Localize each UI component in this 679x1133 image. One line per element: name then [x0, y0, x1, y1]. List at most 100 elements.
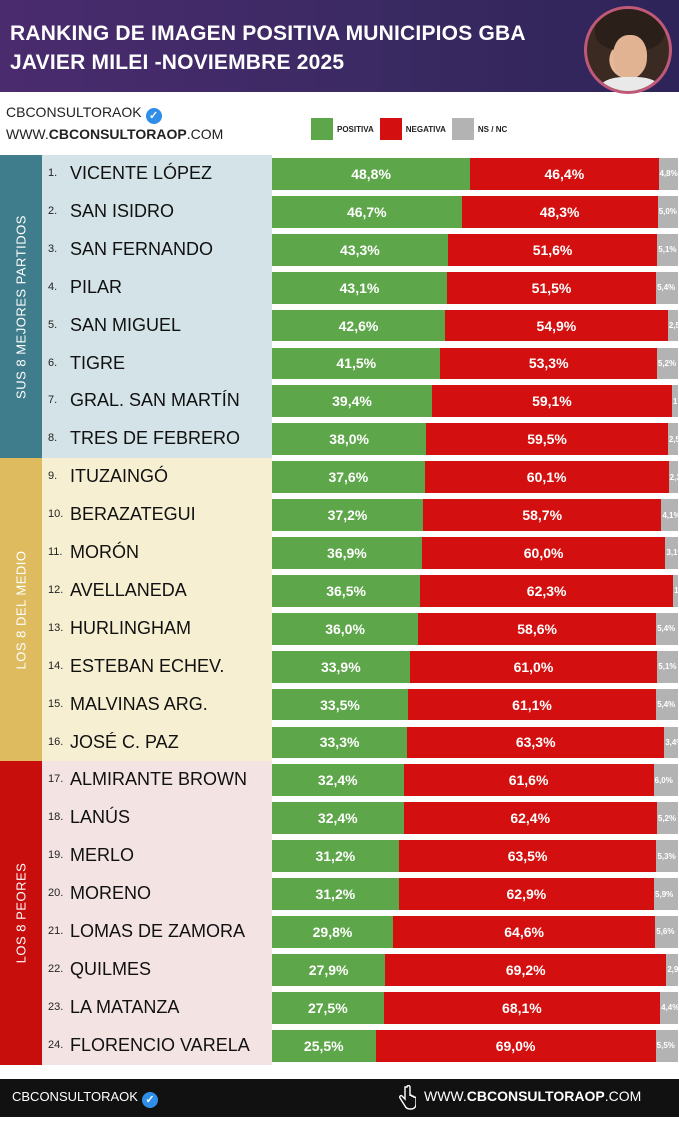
- row-rank: 3.: [48, 242, 58, 255]
- row-name: MORÓN: [70, 542, 139, 562]
- group-names-background: [42, 761, 272, 1065]
- row-rank: 15.: [48, 697, 64, 710]
- bar-positiva: 48,8%: [272, 158, 471, 190]
- legend-label-positiva: POSITIVA: [337, 124, 374, 134]
- bar-nsnc: 2,5%: [667, 309, 678, 342]
- verified-badge-icon: ✓: [145, 108, 162, 124]
- footer-handle: CBCONSULTORAOK ✓: [12, 1089, 158, 1108]
- row-name: SAN ISIDRO: [70, 200, 175, 221]
- bar-positiva: 25,5%: [272, 1029, 376, 1062]
- group-band: [0, 155, 42, 459]
- bar-positiva: 38,0%: [272, 423, 427, 456]
- row-rank: 1.: [48, 167, 58, 179]
- row-name: ESTEBAN ECHEV.: [70, 655, 225, 676]
- row-name: LOMAS DE ZAMORA: [70, 921, 246, 941]
- bar-negativa: 51,6%: [447, 233, 658, 266]
- bar-nsnc: 2,3%: [668, 461, 678, 494]
- bar-nsnc: 2,5%: [667, 423, 678, 456]
- legend-label-nsnc: NS / NC: [477, 124, 508, 134]
- brand-site-bold: CBCONSULTORAOP: [48, 126, 187, 142]
- bar-positiva: 33,3%: [272, 726, 408, 759]
- bar-negativa: 61,6%: [403, 764, 654, 797]
- footer-site-prefix: WWW.: [424, 1088, 467, 1104]
- row-rank: 13.: [48, 621, 64, 634]
- row-name: GRAL. SAN MARTÍN: [70, 390, 240, 411]
- bar-negativa: 60,1%: [424, 461, 669, 494]
- row-name: BERAZATEGUI: [70, 504, 196, 525]
- bar-negativa: 46,4%: [470, 158, 659, 190]
- bar-positiva: 33,5%: [272, 688, 408, 721]
- bar-positiva: 27,9%: [272, 953, 386, 986]
- bar-negativa: 59,5%: [426, 423, 668, 456]
- row-rank: 5.: [48, 318, 58, 331]
- bar-positiva: 37,6%: [272, 461, 425, 494]
- bar-positiva: 33,9%: [272, 650, 410, 683]
- bar-nsnc: 5,4%: [656, 688, 678, 721]
- title-line-2: JAVIER MILEI -NOVIEMBRE 2025: [10, 51, 345, 74]
- bar-nsnc: 5,5%: [655, 1029, 678, 1062]
- row-name: VICENTE LÓPEZ: [70, 163, 213, 183]
- group-label: LOS 8 PEORES: [13, 862, 29, 964]
- bar-nsnc: 5,1%: [657, 650, 678, 683]
- group-names-background: [42, 155, 272, 459]
- legend-swatch-negativa: [379, 118, 402, 140]
- bar-nsnc: 2,9%: [666, 953, 678, 986]
- row-name: LANÚS: [70, 807, 131, 828]
- bar-nsnc: 1,2%: [673, 574, 678, 607]
- row-name: TRES DE FEBRERO: [70, 428, 241, 449]
- pointer-hand-icon: [399, 1085, 416, 1110]
- bar-nsnc: 3,4%: [664, 726, 678, 759]
- row-rank: 20.: [48, 887, 64, 900]
- group-names-background: [42, 458, 272, 762]
- bar-nsnc: 3,1%: [665, 537, 678, 569]
- row-name: MERLO: [70, 845, 135, 866]
- row-rank: 11.: [48, 546, 63, 558]
- row-name: SAN FERNANDO: [70, 238, 214, 259]
- row-name: ALMIRANTE BROWN: [70, 769, 248, 790]
- row-rank: 22.: [48, 962, 64, 975]
- bar-negativa: 61,1%: [408, 688, 657, 721]
- bar-negativa: 69,2%: [385, 953, 667, 986]
- bar-negativa: 58,7%: [423, 499, 662, 531]
- bar-negativa: 68,1%: [383, 991, 661, 1024]
- bar-nsnc: 6,0%: [653, 764, 678, 797]
- bar-positiva: 36,5%: [272, 574, 421, 607]
- bar-negativa: 63,5%: [398, 840, 657, 873]
- legend-label-negativa: NEGATIVA: [405, 124, 446, 134]
- brand-site-suffix: .COM: [186, 126, 224, 142]
- row-name: ITUZAINGÓ: [70, 466, 168, 487]
- row-name: FLORENCIO VARELA: [70, 1034, 250, 1055]
- bar-nsnc: 4,1%: [661, 499, 678, 531]
- bar-negativa: 63,3%: [407, 726, 665, 759]
- bar-negativa: 60,0%: [421, 537, 666, 569]
- row-rank: 9.: [48, 470, 58, 483]
- bar-positiva: 42,6%: [272, 309, 445, 342]
- row-rank: 21.: [48, 925, 64, 937]
- row-name: MALVINAS ARG.: [70, 693, 208, 714]
- bar-nsnc: 5,9%: [654, 878, 678, 910]
- bar-nsnc: 1,5%: [671, 385, 678, 418]
- row-rank: 24.: [48, 1038, 64, 1051]
- brand-site-prefix: WWW.: [6, 126, 49, 142]
- row-rank: 8.: [48, 432, 58, 445]
- footer-verified-icon: ✓: [141, 1092, 158, 1108]
- brand-site[interactable]: WWW.CBCONSULTORAOP.COM: [6, 126, 223, 142]
- row-name: PILAR: [70, 276, 123, 297]
- group-band: [0, 761, 42, 1065]
- bar-negativa: 62,4%: [403, 802, 657, 835]
- title-line-1: RANKING DE IMAGEN POSITIVA MUNICIPIOS GB…: [10, 22, 526, 45]
- row-name: HURLINGHAM: [70, 617, 192, 638]
- bar-negativa: 59,1%: [431, 385, 672, 418]
- bar-negativa: 48,3%: [461, 195, 658, 228]
- bar-nsnc: 5,3%: [656, 840, 678, 873]
- row-rank: 7.: [48, 394, 58, 407]
- bar-nsnc: 5,0%: [657, 195, 678, 228]
- row-name: SAN MIGUEL: [70, 314, 182, 335]
- bar-nsnc: 5,4%: [656, 271, 678, 304]
- group-label: SUS 8 MEJORES PARTIDOS: [13, 214, 29, 399]
- bar-positiva: 32,4%: [272, 802, 404, 835]
- row-rank: 12.: [48, 583, 64, 596]
- bar-positiva: 32,4%: [272, 764, 404, 797]
- bar-positiva: 31,2%: [272, 840, 399, 873]
- footer-site[interactable]: WWW.CBCONSULTORAOP.COM: [424, 1088, 641, 1104]
